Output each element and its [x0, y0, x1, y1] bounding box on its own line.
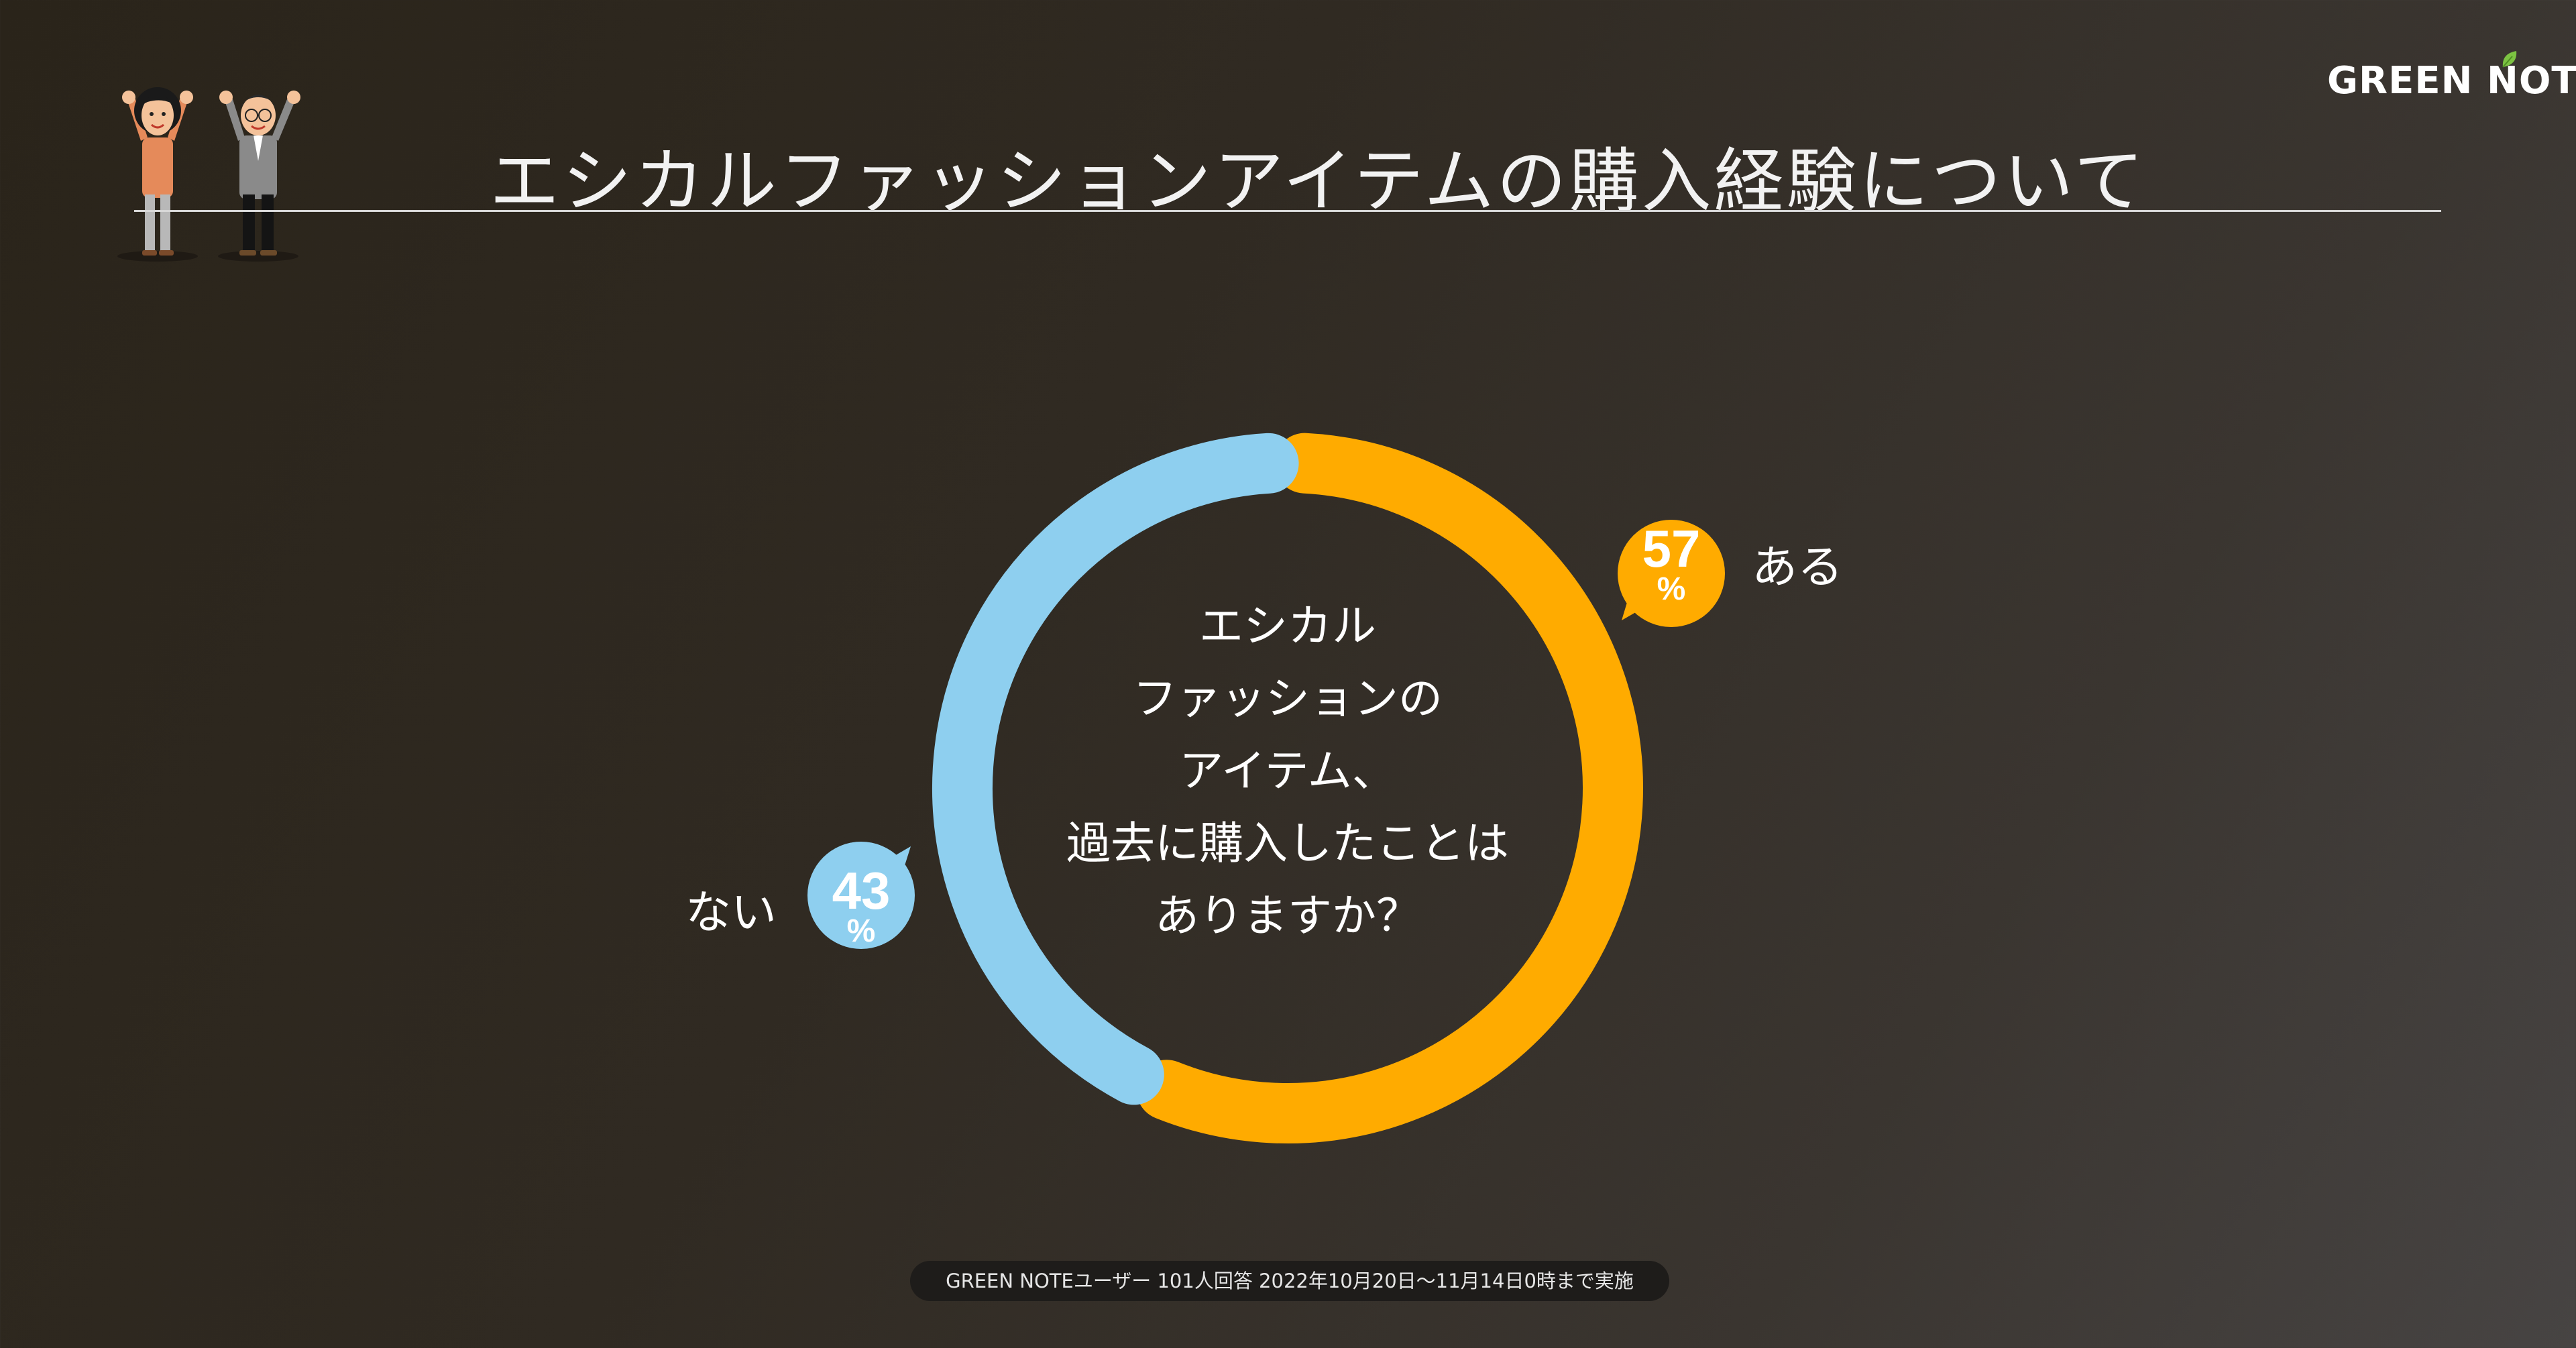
center-line: 過去に購入したことは [1066, 818, 1509, 869]
center-line: ファッションの [1133, 673, 1443, 724]
slice-value-label-no: 43 % [807, 861, 915, 949]
survey-footnote: GREEN NOTEユーザー 101人回答 2022年10月20日〜11月14日… [910, 1261, 1669, 1301]
donut-slice-yes [932, 433, 1643, 1144]
value-bubble-no [807, 842, 915, 949]
green-note-logo: GREEN NOTE [2327, 59, 2576, 103]
center-line: ありますか？ [1155, 890, 1420, 942]
slice-label-no: ない [685, 887, 777, 940]
slice-value-label-yes: 57 % [1618, 519, 1725, 607]
value-number: 43 [832, 861, 891, 920]
donut-slice-no [932, 433, 1643, 1143]
cheering-people-illustration [101, 60, 322, 271]
value-number: 57 [1642, 519, 1701, 578]
slice-label-yes: ある [1752, 541, 1844, 594]
chart-center-question: エシカル ファッションの アイテム、 過去に購入したことは ありますか？ [1019, 590, 1556, 952]
man-figure [219, 91, 300, 256]
value-unit: % [846, 913, 876, 949]
woman-figure [122, 87, 193, 256]
title-divider [134, 210, 2441, 212]
leaf-icon [2496, 47, 2523, 76]
center-line: エシカル [1199, 600, 1376, 652]
page-title: エシカルファッションアイテムの購入経験について [490, 140, 2147, 222]
center-line: アイテム、 [1179, 745, 1396, 797]
value-unit: % [1657, 571, 1686, 607]
value-bubble-yes [1618, 520, 1725, 627]
